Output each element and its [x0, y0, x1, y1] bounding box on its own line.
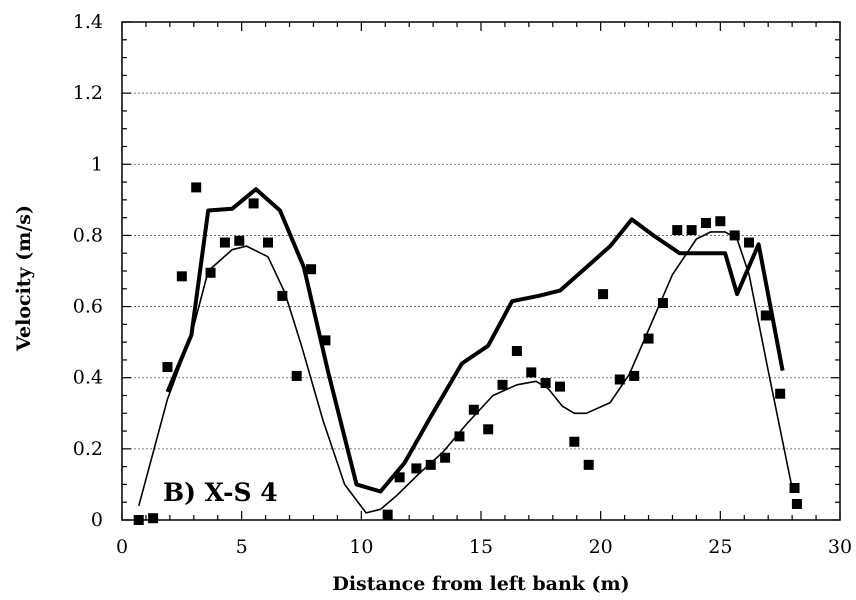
data-point-marker — [191, 182, 202, 193]
data-point-marker — [686, 225, 697, 236]
data-point-marker — [176, 271, 187, 282]
y-tick-label: 0 — [91, 509, 103, 531]
x-axis-title: Distance from left bank (m) — [332, 573, 629, 595]
data-point-marker — [497, 379, 508, 390]
axis-ticks — [121, 21, 841, 521]
x-tick-label: 30 — [828, 536, 852, 558]
data-point-marker — [394, 472, 405, 483]
data-point-marker — [440, 452, 451, 463]
data-point-marker — [162, 362, 173, 373]
data-point-marker — [320, 335, 331, 346]
x-tick-label: 0 — [116, 536, 128, 558]
data-point-marker — [483, 424, 494, 435]
data-point-marker — [306, 264, 317, 275]
data-point-marker — [277, 290, 288, 301]
data-point-marker — [657, 298, 668, 309]
y-tick-label: 1 — [91, 153, 103, 175]
data-point-marker — [219, 237, 230, 248]
data-point-marker — [629, 370, 640, 381]
thick-series-line — [165, 187, 785, 494]
data-point-marker — [760, 310, 771, 321]
data-point-marker — [234, 235, 245, 246]
data-point-marker — [468, 404, 479, 415]
data-point-marker — [643, 333, 654, 344]
panel-annotation: B) X-S 4 — [163, 478, 278, 507]
data-point-marker — [614, 374, 625, 385]
y-axis-title: Velocity (m/s) — [13, 205, 35, 352]
y-tick-label: 0.2 — [73, 438, 103, 460]
y-tick-label: 0.6 — [73, 296, 103, 318]
data-point-marker — [205, 267, 216, 278]
data-point-marker — [148, 513, 159, 524]
data-point-marker — [775, 388, 786, 399]
data-point-marker — [554, 381, 565, 392]
y-tick-label: 0.4 — [73, 367, 103, 389]
x-tick-label: 20 — [589, 536, 613, 558]
data-point-marker — [789, 482, 800, 493]
data-point-marker — [598, 289, 609, 300]
y-tick-label: 0.8 — [73, 224, 103, 246]
data-point-marker — [411, 463, 422, 474]
data-point-marker — [729, 230, 740, 241]
data-point-marker — [526, 367, 537, 378]
data-point-marker — [715, 216, 726, 227]
data-point-marker — [791, 498, 802, 509]
data-point-marker — [540, 378, 551, 389]
data-point-marker — [248, 198, 259, 209]
data-point-marker — [454, 431, 465, 442]
data-point-marker — [569, 436, 580, 447]
axis-tick-labels: 0 5 10 15 20 25 30 0 0.2 0.4 0.6 0.8 1 1.2 1.4 — [73, 11, 852, 558]
data-point-marker — [744, 237, 755, 248]
thin-series-line — [138, 231, 793, 514]
series-layer — [133, 182, 802, 525]
y-tick-label: 1.2 — [73, 82, 103, 104]
x-tick-label: 10 — [349, 536, 373, 558]
data-point-marker — [291, 370, 302, 381]
data-point-marker — [583, 459, 594, 470]
x-tick-label: 15 — [469, 536, 493, 558]
data-point-marker — [700, 217, 711, 228]
data-point-marker — [511, 346, 522, 357]
data-point-marker — [382, 509, 393, 520]
data-point-marker — [672, 225, 683, 236]
data-point-marker — [425, 459, 436, 470]
x-tick-label: 5 — [236, 536, 248, 558]
y-tick-label: 1.4 — [73, 11, 103, 33]
data-point-marker — [262, 237, 273, 248]
x-tick-label: 25 — [708, 536, 732, 558]
